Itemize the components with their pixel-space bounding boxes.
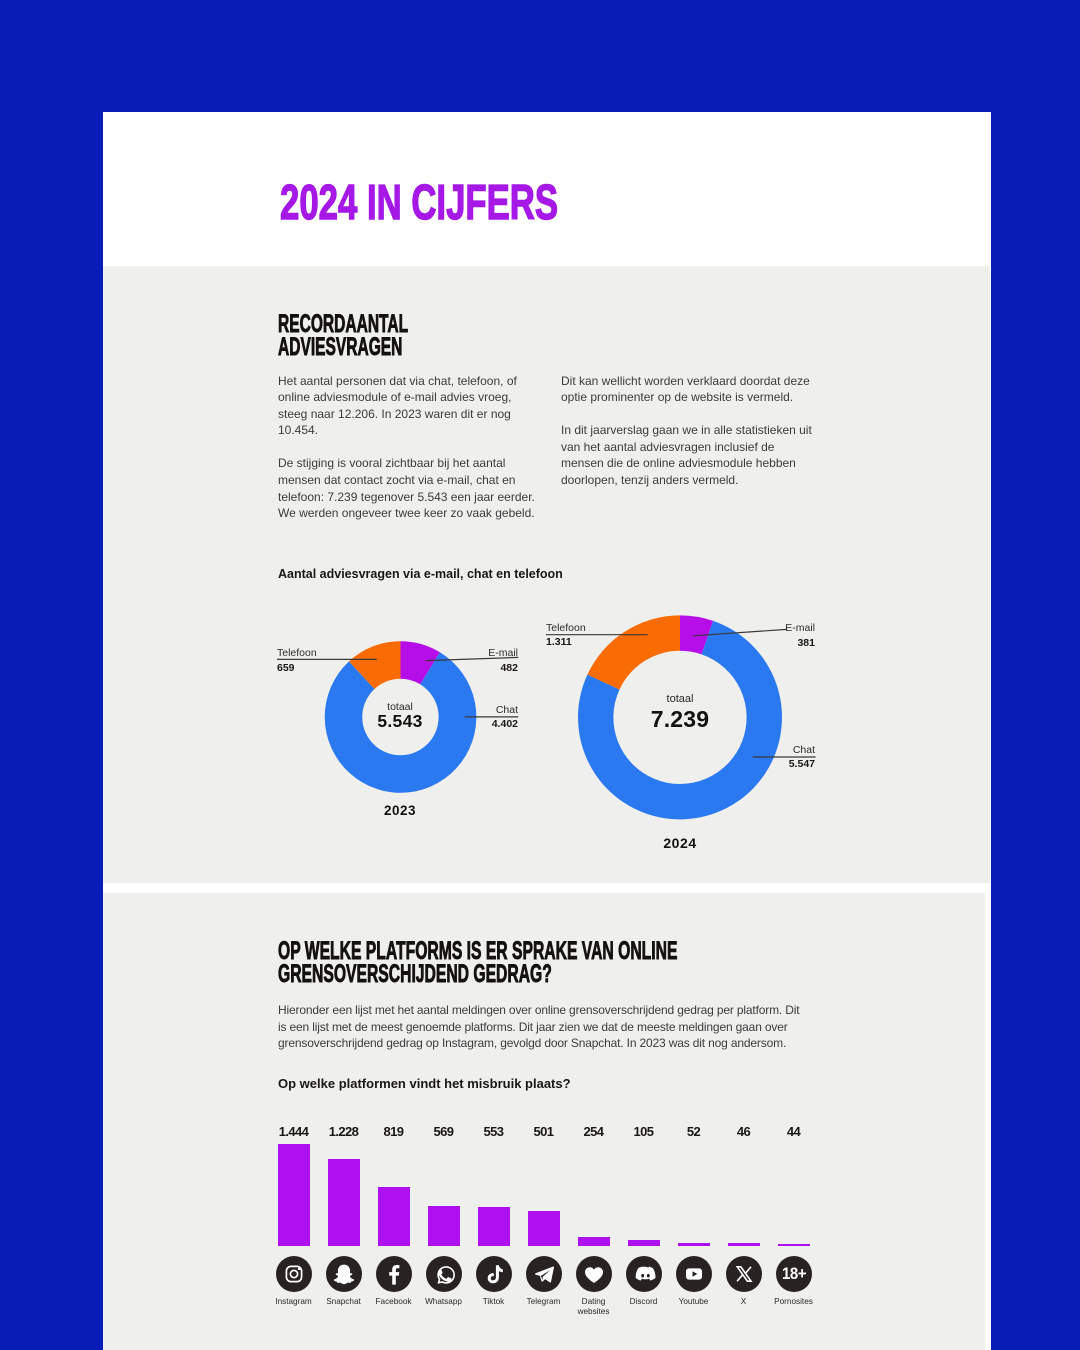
svg-text:18+: 18+ [782, 1265, 806, 1283]
